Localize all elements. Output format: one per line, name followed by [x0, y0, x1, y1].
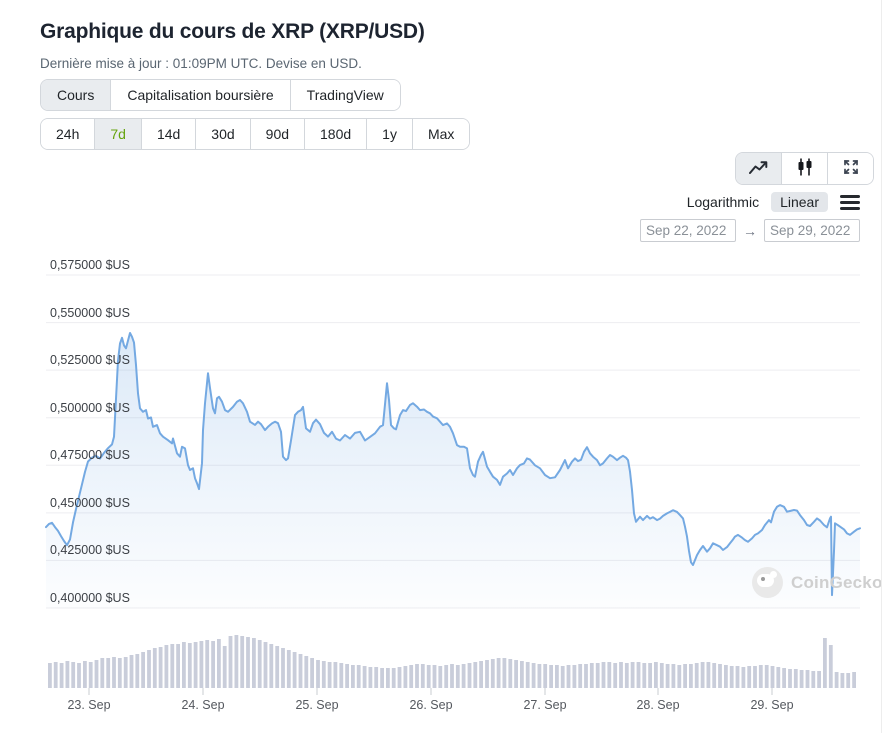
tab-cours[interactable]: Cours: [41, 80, 112, 110]
chart-mode-tabs: Cours Capitalisation boursière TradingVi…: [40, 79, 401, 111]
range-14d[interactable]: 14d: [141, 119, 197, 149]
range-max[interactable]: Max: [412, 119, 470, 149]
x-axis-label: 23. Sep: [67, 698, 111, 712]
end-date-input[interactable]: [764, 219, 860, 242]
fullscreen-button[interactable]: [828, 153, 873, 184]
range-90d[interactable]: 90d: [250, 119, 306, 149]
x-axis-label: 25. Sep: [295, 698, 339, 712]
line-chart-button[interactable]: [736, 153, 782, 184]
range-30d[interactable]: 30d: [196, 119, 251, 149]
x-axis-label: 26. Sep: [409, 698, 453, 712]
candlestick-icon: [797, 158, 813, 179]
x-axis-label: 28. Sep: [636, 698, 680, 712]
watermark-label: CoinGecko: [791, 572, 883, 592]
line-chart-icon: [748, 160, 769, 178]
candlestick-chart-button[interactable]: [782, 153, 828, 184]
tab-capitalisation-boursiere[interactable]: Capitalisation boursière: [111, 80, 291, 110]
y-axis-label: 0,550000 $US: [50, 305, 130, 320]
scale-toggle-row: Logarithmic Linear: [0, 192, 860, 212]
y-axis-label: 0,475000 $US: [50, 448, 130, 463]
right-divider: [881, 0, 882, 733]
y-axis-label: 0,500000 $US: [50, 400, 130, 415]
time-range-group: 24h 7d 14d 30d 90d 180d 1y Max: [40, 118, 471, 150]
chart-type-toolbar: [735, 152, 874, 185]
coingecko-watermark: CoinGecko: [752, 567, 883, 598]
page-title: Graphique du cours de XRP (XRP/USD): [40, 20, 425, 44]
range-180d[interactable]: 180d: [305, 119, 368, 149]
last-updated-text: Dernière mise à jour : 01:09PM UTC. Devi…: [40, 55, 362, 71]
coingecko-logo-icon: [752, 567, 783, 598]
logarithmic-toggle[interactable]: Logarithmic: [686, 194, 760, 210]
fullscreen-icon: [843, 159, 859, 178]
tab-tradingview[interactable]: TradingView: [290, 80, 400, 110]
x-axis-label: 24. Sep: [181, 698, 225, 712]
y-axis-label: 0,425000 $US: [50, 543, 130, 558]
range-24h[interactable]: 24h: [41, 119, 96, 149]
y-axis-label: 0,450000 $US: [50, 495, 130, 510]
y-axis-label: 0,525000 $US: [50, 353, 130, 368]
date-range-row: →: [0, 219, 860, 242]
start-date-input[interactable]: [640, 219, 736, 242]
date-range-arrow-icon: →: [743, 222, 757, 239]
y-axis-label: 0,400000 $US: [50, 591, 130, 605]
y-axis-label: 0,575000 $US: [50, 258, 130, 272]
x-axis-label: 27. Sep: [523, 698, 567, 712]
linear-toggle[interactable]: Linear: [771, 192, 828, 212]
range-1y[interactable]: 1y: [367, 119, 413, 149]
x-axis-label: 29. Sep: [750, 698, 794, 712]
range-7d[interactable]: 7d: [95, 119, 142, 149]
hamburger-icon[interactable]: [840, 194, 860, 210]
